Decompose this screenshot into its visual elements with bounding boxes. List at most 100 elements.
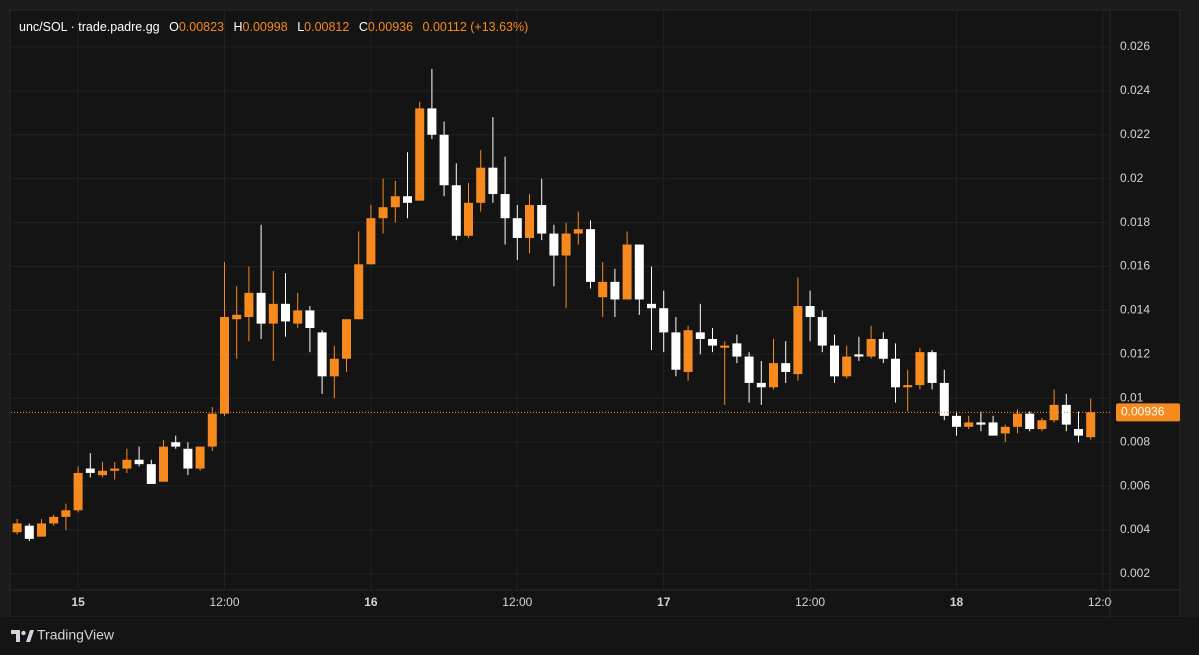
y-tick-label: 0.02 (1120, 171, 1144, 185)
candle-body (1025, 413, 1035, 430)
candle-body (451, 185, 461, 236)
candle-body (390, 196, 400, 208)
change: 0.00112 (+13.63%) (423, 20, 529, 34)
footer-bar (0, 617, 1199, 655)
candle-body (488, 167, 498, 195)
time-axis: 15 12:00 16 12:00 17 12:00 18 12:00 (71, 595, 1118, 609)
candle-body (1061, 404, 1071, 425)
candle-body (854, 354, 864, 357)
last-price-label: 0.00936 (1121, 405, 1165, 419)
symbol: unc/SOL · trade.padre.gg (19, 20, 160, 34)
candle-body (939, 382, 949, 416)
candle-body (464, 202, 473, 236)
candle-body (976, 422, 986, 425)
y-tick-label: 0.014 (1120, 303, 1150, 317)
candle-body (622, 244, 632, 300)
candle-body (915, 352, 925, 386)
y-tick-label: 0.022 (1120, 127, 1150, 141)
candle-body (268, 303, 278, 324)
candle-body (561, 233, 571, 256)
candle-body (549, 233, 559, 256)
candle-body (1000, 426, 1010, 434)
x-tick-label: 12:00 (795, 595, 825, 609)
x-tick-label: 16 (364, 595, 378, 609)
candle-body (634, 244, 644, 300)
candle-body (891, 358, 900, 388)
candle-body (427, 108, 437, 135)
high-label: H (234, 20, 243, 34)
candle-body (342, 319, 351, 359)
candle-body (415, 108, 425, 201)
y-tick-label: 0.002 (1120, 566, 1150, 580)
candle-body (329, 358, 339, 377)
candle-body (781, 363, 791, 372)
candle-body (769, 363, 778, 388)
low-value: 0.00812 (304, 20, 349, 34)
high-value: 0.00998 (243, 20, 288, 34)
candle-body (49, 516, 59, 524)
candle-body (159, 446, 168, 482)
candle-body (354, 264, 364, 320)
x-tick-label: 12:00 (209, 595, 239, 609)
header: unc/SOL · trade.padre.gg O0.00823 H0.009… (19, 20, 528, 34)
candle-body (403, 196, 412, 203)
candle-body (878, 338, 888, 359)
candle-body (73, 472, 83, 511)
open-value: 0.00823 (179, 20, 224, 34)
candle-body (744, 356, 754, 383)
candle-body (476, 167, 486, 203)
candles (12, 68, 1096, 542)
candle-body (610, 281, 620, 300)
tradingview-logo (11, 630, 34, 642)
candle-body (500, 194, 510, 219)
candle-body (866, 338, 876, 357)
candle-body (720, 345, 730, 348)
candle-body (647, 303, 656, 309)
candle-body (220, 317, 229, 414)
candle-body (366, 218, 376, 265)
candle-body (708, 338, 717, 346)
candle-body (671, 332, 681, 370)
x-tick-label: 15 (71, 595, 85, 609)
candle-body (732, 343, 742, 357)
candle-body (1074, 429, 1083, 436)
candle-body (305, 310, 315, 329)
candle-body (683, 330, 693, 372)
candle-body (659, 308, 669, 333)
brand[interactable]: TradingView (37, 627, 115, 643)
candle-body (586, 229, 595, 282)
candle-body (756, 382, 766, 388)
y-tick-label: 0.024 (1120, 83, 1150, 97)
candle-body (952, 415, 961, 427)
candle-body (927, 352, 937, 383)
candle-body (1037, 420, 1047, 430)
y-tick-label: 0.026 (1120, 39, 1150, 53)
candle-body (171, 442, 181, 447)
x-tick-label: 12:00 (502, 595, 532, 609)
candle-body (183, 448, 193, 469)
x-tick-label: 17 (657, 595, 671, 609)
close-value: 0.00936 (368, 20, 413, 34)
candle-body (903, 385, 913, 388)
x-tick-label: 12:00 (1088, 595, 1118, 609)
candle-body (793, 306, 803, 375)
candle-body (598, 281, 608, 298)
y-tick-label: 0.006 (1120, 478, 1150, 492)
candle-body (537, 205, 547, 234)
candle-body (988, 422, 998, 436)
candle-body (573, 229, 583, 234)
candle-body (964, 422, 974, 427)
candle-body (256, 292, 266, 324)
candle-body (842, 356, 852, 377)
candle-body (12, 523, 22, 533)
candle-body (525, 205, 534, 238)
candle-body (1013, 413, 1022, 427)
candle-body (146, 464, 156, 484)
low-label: L (297, 20, 304, 34)
candle-body (1086, 412, 1096, 438)
candle-body (281, 303, 290, 322)
x-tick-label: 18 (950, 595, 964, 609)
candle-body (110, 468, 120, 471)
